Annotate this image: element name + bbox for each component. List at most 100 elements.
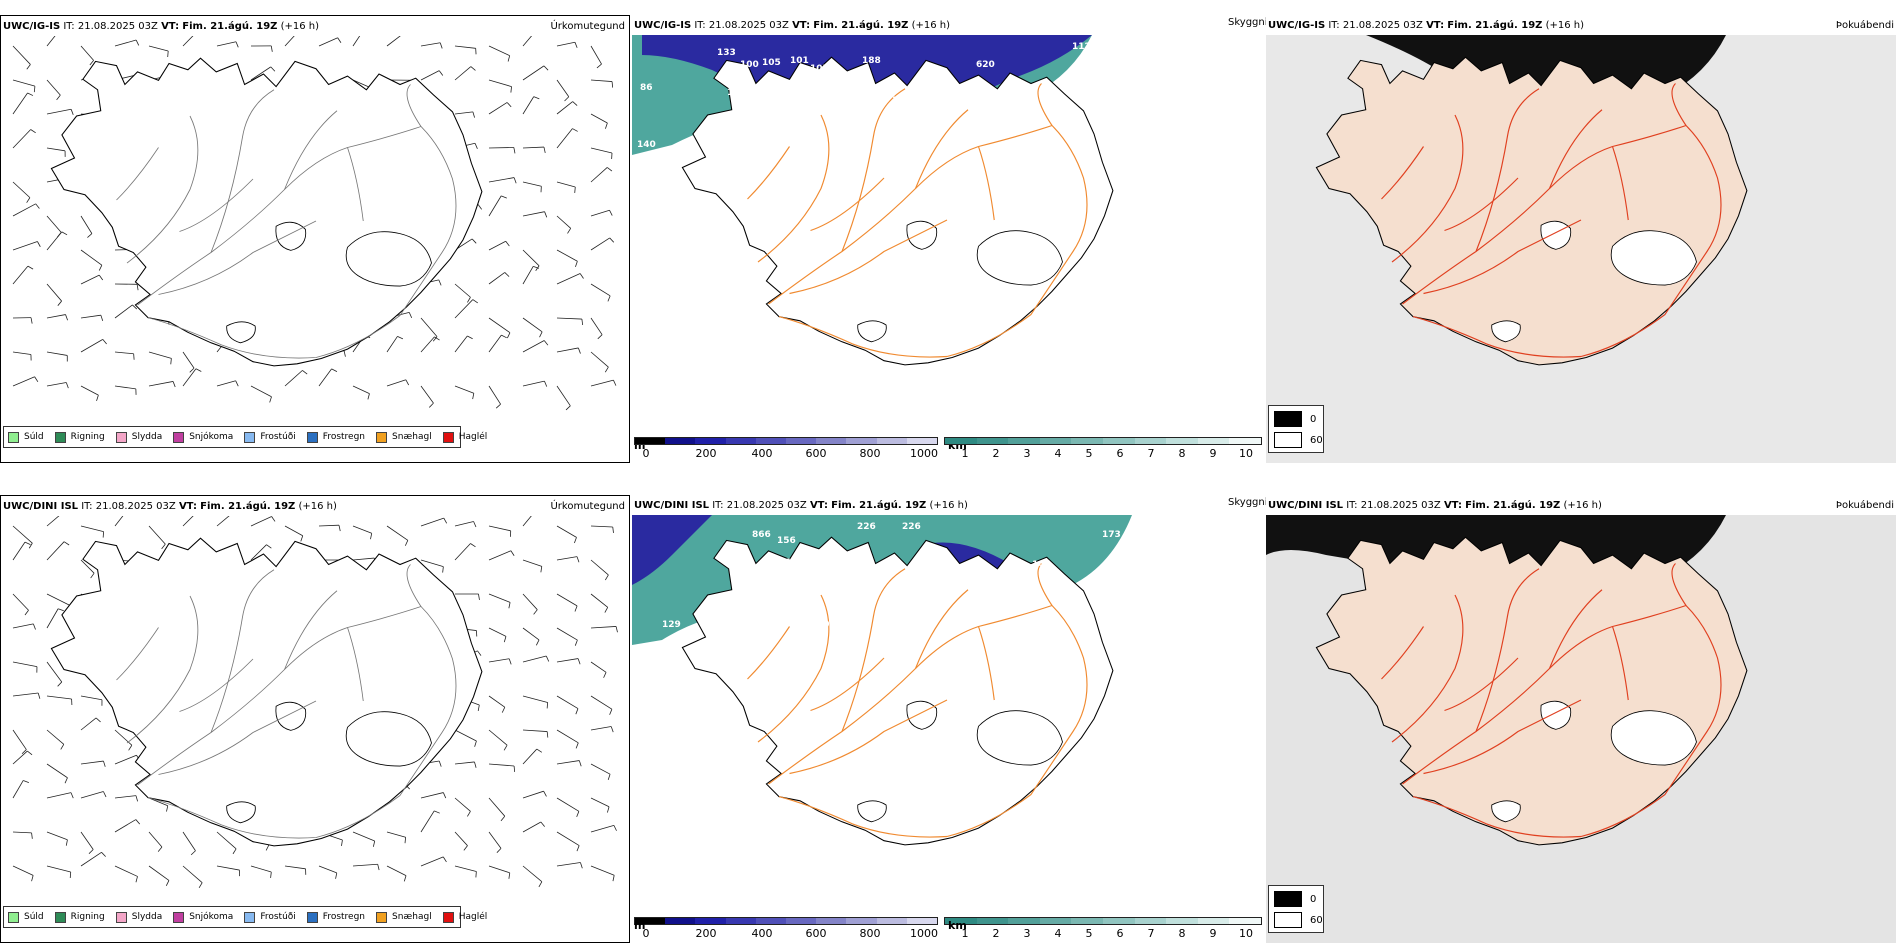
wind-barb [114, 39, 137, 47]
vis-km-tick: 1 [961, 927, 969, 940]
colorbar-step [1102, 438, 1135, 444]
wind-barb [46, 695, 72, 700]
wind-barb-flag [166, 805, 169, 812]
wind-barb-flag [471, 238, 477, 244]
wind-barb [46, 593, 70, 606]
vis-m-tick: 200 [695, 927, 717, 940]
visibility-kind-label: Skyggni [1228, 17, 1268, 28]
wind-barb-flag [604, 366, 609, 373]
vis-ticks: 0 200 400 600 800 1000 1 2 3 4 5 6 7 8 9… [632, 919, 1262, 940]
wind-barb [420, 559, 444, 568]
fog-map [1266, 515, 1896, 943]
wind-barb [46, 215, 62, 233]
wind-barb [488, 797, 506, 817]
wind-barb [454, 543, 471, 561]
vis-label: 146 [1032, 560, 1051, 570]
wind-barb-flag [338, 525, 341, 532]
wind-barb-flag [103, 791, 107, 798]
wind-barb [420, 70, 440, 81]
wind-barb [12, 92, 28, 115]
vis-label: 61 [892, 590, 905, 600]
wind-barb [590, 865, 615, 876]
wind-barb [114, 795, 136, 799]
vis-label: 164 [892, 96, 911, 106]
wind-barb [12, 203, 36, 217]
wind-barb-flag [269, 396, 272, 403]
visibility-kind-label: Skyggni [1228, 497, 1268, 508]
wind-barb-flag [157, 846, 163, 852]
legend-item-5: Frostregn [306, 911, 365, 923]
wind-barb-flag [507, 332, 511, 339]
wind-barb [522, 655, 547, 663]
fog-legend: 0 60 [1268, 405, 1324, 453]
vis-label: 866 [752, 530, 771, 540]
wind-barb [46, 608, 59, 629]
wind-barb [148, 381, 174, 387]
wind-barb-flag [510, 86, 512, 93]
wind-barb-flag [467, 297, 471, 303]
wind-barb-flag [172, 381, 176, 388]
vis-label: 140 [637, 140, 656, 150]
wind-barb [590, 317, 603, 335]
fog-panel-bottom: UWC/DINI ISL IT: 21.08.2025 03Z VT: Fim.… [1266, 495, 1896, 943]
panel-title: UWC/DINI ISL IT: 21.08.2025 03Z VT: Fim.… [1268, 500, 1602, 511]
wind-barb [556, 215, 571, 229]
wind-barb-flag [543, 146, 546, 153]
wind-barb [12, 623, 34, 629]
wind-barb [590, 626, 617, 629]
colorbar-step [695, 918, 726, 924]
wind-barb-flag [337, 37, 342, 43]
wind-barb [488, 79, 512, 87]
wind-barb-flag [266, 544, 272, 549]
colorbar-step [665, 918, 696, 924]
wind-barb [454, 865, 477, 872]
wind-barb-flag [404, 540, 409, 546]
wind-barb [556, 729, 579, 744]
wind-barb [522, 211, 545, 217]
fog-swatch [1274, 432, 1302, 448]
colorbar-step [846, 918, 877, 924]
wind-barb-flag [24, 541, 31, 545]
wind-barb [556, 525, 577, 538]
wind-barb [80, 339, 103, 353]
wind-barb [114, 351, 134, 355]
wind-barb [80, 717, 97, 731]
vis-label: 226 [902, 522, 921, 532]
wind-barb [420, 792, 444, 799]
wind-barb-flag [34, 376, 39, 383]
legend-swatch-1 [54, 431, 66, 443]
wind-barb [46, 351, 68, 356]
wind-barb [522, 380, 545, 387]
vis-m-colorbar [634, 437, 938, 445]
wind-barb [114, 516, 124, 527]
legend-swatch-4 [244, 911, 256, 923]
wind-barb [80, 760, 104, 765]
precip-legend: Súld Rigning Slydda Snjókoma Frostúði Fr… [3, 426, 487, 448]
wind-barb-flag [496, 848, 502, 853]
wind-barb-flag [533, 96, 540, 100]
wind-barb [250, 66, 271, 81]
legend-swatch-6 [376, 431, 388, 443]
vis-label: 133 [717, 48, 736, 58]
vis-km-tick: 2 [992, 447, 1000, 460]
legend-swatch-5 [306, 911, 318, 923]
legend-swatch-0 [8, 431, 19, 443]
vis-km-colorbar [944, 917, 1262, 925]
wind-barb [12, 181, 31, 198]
wind-barb [12, 692, 39, 697]
vis-km-tick: 6 [1116, 447, 1124, 460]
vis-km-tick: 8 [1178, 447, 1186, 460]
wind-barb [556, 101, 573, 115]
vis-label: 69 [782, 88, 795, 98]
wind-barb-flag [506, 102, 512, 108]
wind-barb [114, 819, 137, 833]
wind-barb [114, 865, 138, 877]
wind-barb [386, 831, 406, 838]
wind-barb-flag [463, 845, 468, 851]
wind-barb-flag [404, 837, 407, 844]
colorbar-step [1039, 918, 1072, 924]
wind-barb [12, 750, 28, 765]
wind-barb [488, 550, 512, 561]
legend-swatch-1 [54, 911, 66, 923]
wind-barb [420, 317, 438, 337]
